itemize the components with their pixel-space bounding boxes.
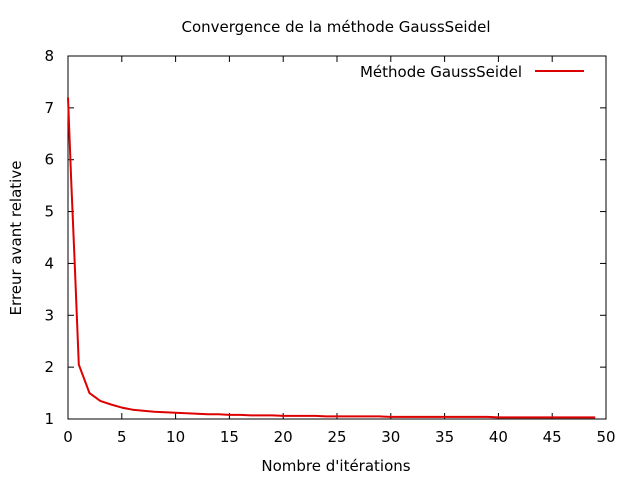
chart-title: Convergence de la méthode GaussSeidel	[181, 18, 490, 36]
y-tick-label: 3	[44, 306, 54, 324]
x-tick-label: 35	[435, 428, 454, 446]
x-tick-label: 40	[489, 428, 508, 446]
y-axis-label: Erreur avant relative	[7, 161, 25, 316]
series-line	[67, 97, 596, 419]
y-tick-label: 5	[44, 203, 54, 221]
x-axis-label: Nombre d'itérations	[261, 457, 410, 475]
tick-marks	[67, 55, 607, 420]
x-tick-label: 50	[596, 428, 615, 446]
y-tick-label: 4	[44, 254, 54, 272]
x-tick-label: 20	[274, 428, 293, 446]
plot-frame	[67, 55, 607, 420]
x-tick-label: 45	[543, 428, 562, 446]
x-tick-label: 25	[327, 428, 346, 446]
y-tick-label: 2	[44, 358, 54, 376]
y-tick-label: 8	[44, 47, 54, 65]
legend: Méthode GaussSeidel	[360, 63, 584, 81]
y-tick-label: 7	[44, 99, 54, 117]
series-layer	[67, 97, 596, 419]
x-tick-label: 10	[166, 428, 185, 446]
x-tick-label: 30	[381, 428, 400, 446]
x-tick-label: 5	[117, 428, 127, 446]
x-tick-label: 15	[220, 428, 239, 446]
y-tick-label: 6	[44, 151, 54, 169]
y-tick-label: 1	[44, 410, 54, 428]
x-tick-label: 0	[63, 428, 73, 446]
legend-label: Méthode GaussSeidel	[360, 63, 522, 81]
